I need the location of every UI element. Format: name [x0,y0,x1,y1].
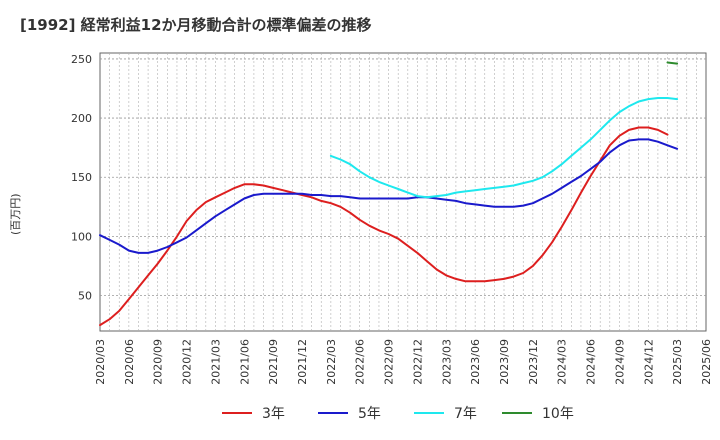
x-tick-label: 2022/12 [411,339,424,385]
chart-title: [1992] 経常利益12か月移動合計の標準偏差の推移 [20,16,372,34]
x-tick-label: 2024/06 [585,339,598,385]
x-tick-label: 2025/06 [700,339,713,385]
x-tick-label: 2023/06 [469,339,482,385]
x-tick-label: 2023/09 [498,339,511,385]
series-line-3年 [99,126,669,327]
series-line-5年 [99,138,679,254]
legend-label: 10年 [542,406,574,422]
x-tick-label: 2020/09 [152,339,165,385]
x-tick-label: 2025/03 [671,339,684,385]
x-tick-label: 2020/12 [181,339,194,385]
x-tick-label: 2023/12 [527,339,540,385]
x-tick-label: 2024/12 [642,339,655,385]
x-tick-label: 2022/09 [383,339,396,385]
plot-area [99,52,707,332]
x-tick-label: 2023/03 [440,339,453,385]
legend-label: 7年 [454,406,477,422]
y-tick-label: 200 [71,112,92,125]
x-tick-label: 2024/09 [613,339,626,385]
y-tick-label: 250 [71,53,92,66]
x-tick-label: 2021/03 [209,339,222,385]
x-tick-label: 2022/06 [354,339,367,385]
legend-label: 3年 [262,406,285,422]
x-tick-label: 2020/03 [94,339,107,385]
x-tick-label: 2020/06 [123,339,136,385]
y-tick-label: 50 [78,290,92,303]
series-line-7年 [329,97,679,199]
x-tick-label: 2021/09 [267,339,280,385]
x-tick-label: 2021/12 [296,339,309,385]
legend-label: 5年 [358,406,381,422]
x-tick-label: 2024/03 [556,339,569,385]
y-tick-label: 100 [71,230,92,243]
series-line-10年 [666,61,679,65]
x-tick-label: 2022/03 [325,339,338,385]
x-tick-label: 2021/06 [238,339,251,385]
y-tick-label: 150 [71,171,92,184]
